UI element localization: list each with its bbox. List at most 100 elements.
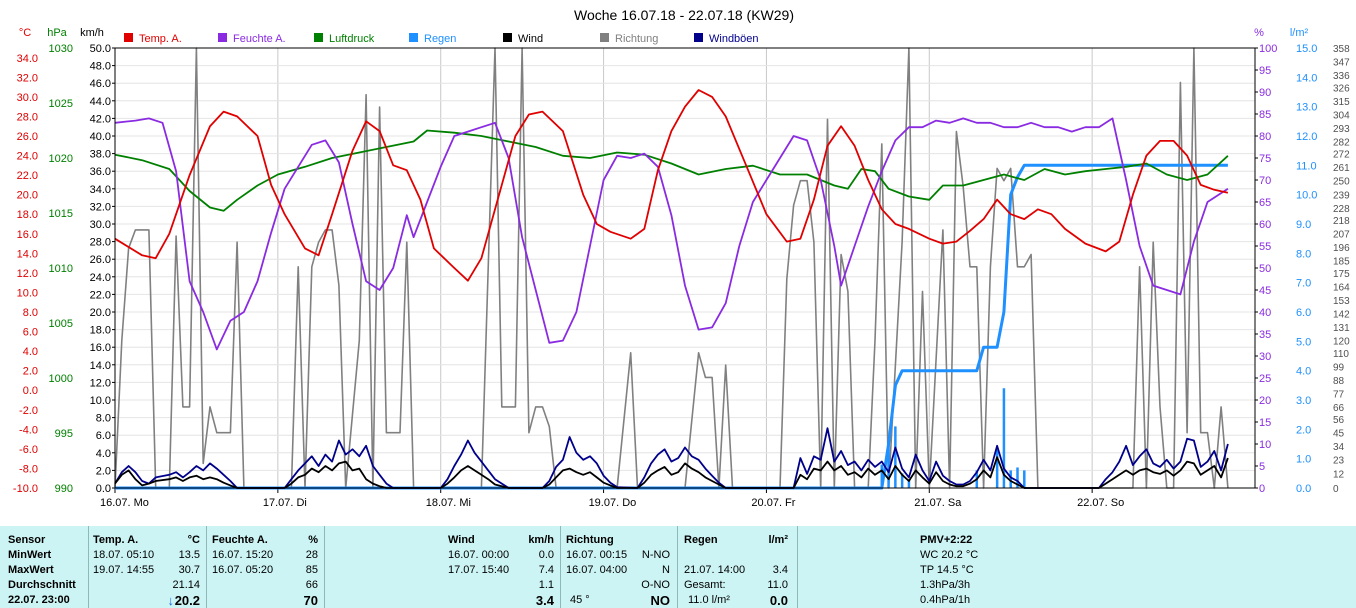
tick-label-pressure: 1025	[49, 98, 73, 110]
tick-label-temp: 14.0	[17, 248, 38, 260]
tick-label-pressure: 990	[55, 483, 73, 495]
humidity-max-value: 85	[305, 564, 318, 576]
tick-label-temp: 24.0	[17, 151, 38, 163]
tick-label-wind: 10.0	[90, 395, 111, 407]
tick-label-humidity: 20	[1259, 395, 1271, 407]
legend-swatch	[694, 33, 703, 42]
tick-label-humidity: 10	[1259, 439, 1271, 451]
series-line-wind	[114, 456, 1229, 489]
temp-unit: °C	[187, 534, 200, 546]
chart-series	[114, 47, 1229, 490]
dew-point-value: TP 14.5 °C	[920, 564, 974, 576]
tick-label-direction: 175	[1333, 269, 1350, 280]
direction-max-value: N	[662, 564, 670, 576]
tick-label-wind: 46.0	[90, 78, 111, 90]
tick-label-temp: 28.0	[17, 111, 38, 123]
tick-label-wind: 50.0	[90, 43, 111, 55]
tick-label-wind: 0.0	[96, 483, 111, 495]
wind-avg-value: 1.1	[538, 579, 554, 591]
direction-avg-value: O-NO	[641, 579, 670, 591]
tick-label-direction: 282	[1333, 137, 1350, 148]
axis-unit-pressure: hPa	[47, 27, 67, 39]
tick-label-rain: 12.0	[1296, 131, 1317, 143]
tick-label-rain: 8.0	[1296, 248, 1311, 260]
tick-label-pressure: 1010	[49, 263, 73, 275]
legend-label: Windböen	[709, 33, 759, 45]
direction-min-time: 16.07. 00:15	[566, 549, 628, 561]
axis-ticks: -10.0 -8.0 -6.0 -4.0 -2.0 0.0 2.0 4.0 6.0 8.0 10.0…	[13, 43, 1350, 495]
x-tick-label: 21.07. Sa	[914, 497, 962, 509]
x-tick-label: 16.07. Mo	[100, 497, 149, 509]
tick-label-direction: 110	[1333, 349, 1349, 360]
series-line-temp-a	[114, 89, 1229, 282]
direction-max-time: 16.07. 04:00	[566, 564, 628, 576]
temp-avg-value: 21.14	[172, 579, 200, 591]
tick-label-humidity: 45	[1259, 285, 1271, 297]
direction-header: Richtung	[566, 534, 614, 546]
axis-units: °C hPa km/h% l/m²	[19, 27, 1309, 39]
tick-label-temp: 8.0	[23, 307, 38, 319]
wind-header: Wind	[448, 534, 475, 546]
tick-label-humidity: 90	[1259, 87, 1271, 99]
legend-label: Temp. A.	[139, 33, 182, 45]
tick-label-humidity: 30	[1259, 351, 1271, 363]
tick-label-direction: 293	[1333, 124, 1350, 135]
pressure-trend-1h: 0.4hPa/1h	[920, 594, 971, 606]
tick-label-temp: 16.0	[17, 229, 38, 241]
x-tick-label: 19.07. Do	[589, 497, 637, 509]
tick-label-humidity: 70	[1259, 175, 1271, 187]
plot-frame	[114, 47, 1256, 489]
tick-label-humidity: 50	[1259, 263, 1271, 275]
tick-label-humidity: 95	[1259, 65, 1271, 77]
rain-current-label: 11.0 l/m²	[688, 594, 730, 606]
tick-label-direction: 0	[1333, 484, 1339, 495]
row-label-min: MinWert	[8, 549, 52, 561]
tick-label-wind: 44.0	[90, 96, 111, 108]
tick-label-direction: 34	[1333, 442, 1345, 453]
legend-swatch	[124, 33, 133, 42]
rain-max-time: 21.07. 14:00	[684, 564, 746, 576]
tick-label-temp: -10.0	[13, 483, 38, 495]
tick-label-temp: 30.0	[17, 92, 38, 104]
temp-max-value: 30.7	[178, 564, 200, 576]
tick-label-wind: 32.0	[90, 201, 111, 213]
tick-label-humidity: 0	[1259, 483, 1265, 495]
humidity-header: Feuchte A.	[212, 534, 268, 546]
tick-label-rain: 4.0	[1296, 366, 1311, 378]
tick-label-rain: 11.0	[1296, 160, 1317, 172]
legend-label: Luftdruck	[329, 33, 375, 45]
tick-label-direction: 45	[1333, 429, 1345, 440]
tick-label-direction: 12	[1333, 469, 1345, 480]
tick-label-direction: 207	[1333, 230, 1350, 241]
tick-label-humidity: 25	[1259, 373, 1271, 385]
tick-label-rain: 0.0	[1296, 483, 1311, 495]
tick-label-direction: 120	[1333, 337, 1350, 348]
tick-label-direction: 272	[1333, 150, 1350, 161]
weather-chart: Woche 16.07.18 - 22.07.18 (KW29) Temp. A…	[13, 7, 1350, 509]
tick-label-wind: 20.0	[90, 307, 111, 319]
series-line-regen	[115, 163, 1228, 490]
tick-label-wind: 26.0	[90, 254, 111, 266]
tick-label-wind: 4.0	[96, 448, 111, 460]
tick-label-temp: 22.0	[17, 170, 38, 182]
chart-legend: Temp. A. Feuchte A. Luftdruck Regen Wind Rich…	[124, 33, 759, 45]
tick-label-humidity: 40	[1259, 307, 1271, 319]
tick-label-rain: 6.0	[1296, 307, 1311, 319]
tick-label-wind: 28.0	[90, 237, 111, 249]
tick-label-wind: 34.0	[90, 184, 111, 196]
rain-current-value: 0.0	[769, 593, 788, 608]
wind-min-time: 16.07. 00:00	[448, 549, 510, 561]
tick-label-pressure: 1005	[49, 318, 73, 330]
tick-label-temp: 18.0	[17, 209, 38, 221]
humidity-avg-value: 66	[305, 579, 318, 591]
tick-label-pressure: 1030	[49, 43, 73, 55]
tick-label-humidity: 85	[1259, 109, 1271, 121]
rain-max-value: 3.4	[772, 564, 788, 576]
tick-label-humidity: 65	[1259, 197, 1271, 209]
tick-label-temp: 26.0	[17, 131, 38, 143]
temp-current-value: 20.2	[174, 593, 200, 608]
humidity-min-time: 16.07. 15:20	[212, 549, 274, 561]
tick-label-rain: 5.0	[1296, 336, 1311, 348]
tick-label-direction: 358	[1333, 44, 1350, 55]
tick-label-direction: 315	[1333, 97, 1350, 108]
